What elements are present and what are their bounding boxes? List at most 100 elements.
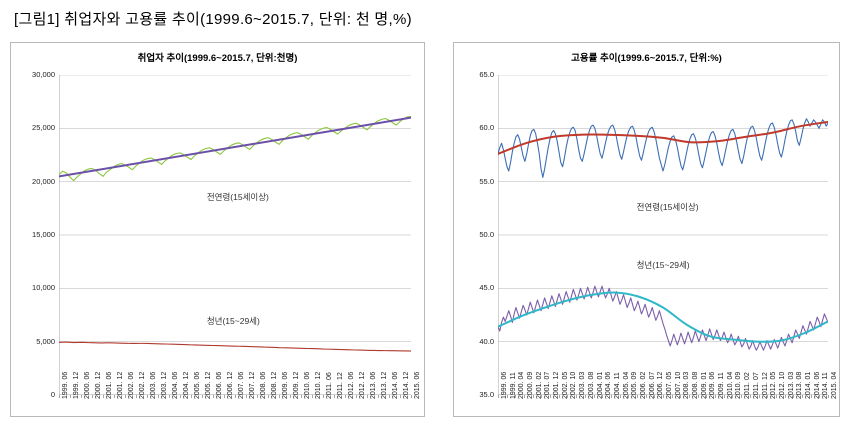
x-axis-tick-mark — [334, 395, 335, 398]
x-axis-tick-mark — [706, 395, 708, 398]
y-axis-tick-label: 55.0 — [479, 176, 494, 186]
x-axis-tick-mark — [279, 395, 280, 398]
x-axis-tick-mark — [400, 395, 401, 398]
series-annotation-label: 전연령(15세이상) — [206, 191, 269, 202]
x-axis-tick-mark — [158, 395, 159, 398]
x-axis-tick-mark — [92, 395, 93, 398]
x-axis-tick-label: 2003. 06 — [150, 371, 157, 399]
y-axis-tick-label: 0 — [50, 390, 55, 399]
x-axis-tick-mark — [810, 395, 812, 398]
x-axis-tick-label: 1999. 06 — [62, 371, 69, 399]
x-axis-tick-mark — [114, 395, 115, 398]
x-axis-tick-mark — [312, 395, 313, 398]
x-axis-tick-mark — [136, 395, 137, 398]
x-axis-tick-mark — [723, 395, 725, 398]
x-axis-tick-label: 2013. 06 — [370, 371, 377, 399]
employment-rate-chart-title: 고용률 추이(1999.6~2015.7, 단위:%) — [571, 53, 722, 64]
x-axis-tick-label: 1999. 12 — [73, 371, 80, 399]
x-axis-tick-mark — [515, 395, 517, 398]
y-axis-tick-label: 40.0 — [479, 336, 494, 346]
x-axis-tick-mark — [741, 395, 743, 398]
x-axis-tick-mark — [593, 395, 595, 398]
x-axis-tick-mark — [411, 395, 412, 398]
employed-chart-plot — [59, 75, 411, 395]
x-axis-tick-mark — [147, 395, 148, 398]
x-axis-tick-label: 2008. 06 — [260, 371, 267, 399]
x-axis-tick-mark — [550, 395, 552, 398]
x-axis-tick-mark — [775, 395, 777, 398]
x-axis-tick-mark — [619, 395, 621, 398]
employed-chart-panel: 취업자 추이(1999.6~2015.7, 단위:천명) 30,000 25,00… — [10, 42, 425, 417]
x-axis-tick-label: 2004. 06 — [172, 371, 179, 399]
x-axis-tick-label: 2003. 12 — [161, 371, 168, 399]
employed-chart-canvas — [59, 75, 411, 395]
x-axis-tick-mark — [268, 395, 269, 398]
y-axis-tick-label: 30,000 — [32, 70, 55, 79]
x-axis-tick-mark — [697, 395, 699, 398]
x-axis-tick-mark — [224, 395, 225, 398]
series-annotation-label: 청년(15~29세) — [636, 259, 690, 270]
x-axis-tick-mark — [389, 395, 390, 398]
x-axis-tick-mark — [246, 395, 247, 398]
employment-rate-chart-panel: 고용률 추이(1999.6~2015.7, 단위:%) 65.0 60.0 55.0… — [453, 42, 840, 417]
x-axis-tick-mark — [602, 395, 604, 398]
x-axis-tick-mark — [202, 395, 203, 398]
x-axis-tick-mark — [213, 395, 214, 398]
x-axis-tick-mark — [715, 395, 717, 398]
y-axis-tick-label: 20,000 — [32, 176, 55, 186]
x-axis-tick-label: 2012. 06 — [348, 371, 355, 399]
x-axis-tick-mark — [576, 395, 578, 398]
x-axis-tick-mark — [367, 395, 368, 398]
x-axis-tick-label: 2004. 12 — [183, 371, 190, 399]
series-line — [59, 116, 411, 182]
x-axis-tick-mark — [524, 395, 526, 398]
figure-title: [그림1] 취업자와 고용률 추이(1999.6~2015.7, 단위: 천 명… — [14, 11, 412, 28]
x-axis-tick-mark — [356, 395, 357, 398]
x-axis-tick-mark — [663, 395, 664, 398]
x-axis-tick-mark — [584, 395, 586, 398]
employment-rate-chart-canvas — [498, 75, 828, 395]
x-axis-tick-label: 2005. 12 — [205, 371, 212, 399]
x-axis-tick-label: 2000. 12 — [95, 371, 102, 399]
x-axis-tick-mark — [235, 395, 236, 398]
x-axis-tick-mark — [680, 395, 682, 398]
y-axis-tick-label: 15,000 — [32, 230, 55, 239]
x-axis-tick-mark — [628, 395, 630, 398]
x-axis-tick-label: 2010. 12 — [315, 371, 322, 399]
x-axis-tick-label: 2001. 06 — [106, 371, 113, 399]
y-axis-tick-label: 5,000 — [36, 336, 55, 346]
x-axis-tick-label: 2011. 12 — [337, 372, 344, 399]
series-annotation-label: 청년(15~29세) — [206, 316, 260, 327]
y-axis-tick-label: 60.0 — [479, 123, 494, 133]
x-axis-tick-mark — [654, 395, 656, 398]
series-annotation-label: 전연령(15세이상) — [636, 202, 699, 213]
x-axis-tick-label: 2009. 06 — [282, 371, 289, 399]
x-axis-tick-label: 2007. 12 — [249, 371, 256, 399]
x-axis-tick-mark — [180, 395, 181, 398]
x-axis-tick-mark — [636, 395, 638, 398]
x-axis-tick-label: 2015. 06 — [414, 371, 421, 399]
x-axis-tick-mark — [169, 395, 170, 398]
x-axis-tick-mark — [125, 395, 126, 398]
x-axis-tick-label: 2012. 12 — [359, 371, 366, 399]
x-axis-tick-mark — [732, 395, 734, 398]
x-axis-tick-mark — [567, 395, 569, 398]
y-axis-tick-label: 65.0 — [479, 70, 494, 79]
x-axis-tick-label: 2008. 12 — [271, 371, 278, 399]
x-axis-tick-mark — [70, 395, 71, 398]
x-axis-tick-mark — [290, 395, 291, 398]
employment-rate-chart-plot — [498, 75, 828, 395]
y-axis-tick-label: 25,000 — [32, 123, 55, 133]
x-axis-tick-mark — [541, 395, 543, 398]
series-line — [498, 120, 828, 155]
x-axis-tick-label: 2014. 12 — [403, 371, 410, 399]
x-axis-tick-label: 2009. 12 — [293, 371, 300, 399]
series-line — [59, 341, 411, 352]
y-axis-tick-label: 50.0 — [479, 230, 494, 239]
x-axis-tick-mark — [301, 395, 302, 398]
x-axis-tick-mark — [749, 395, 751, 398]
x-axis-tick-label: 2002. 12 — [139, 371, 146, 399]
x-axis-tick-label: 2000. 06 — [84, 371, 91, 399]
x-axis-tick-mark — [828, 395, 829, 398]
x-axis-tick-mark — [671, 395, 673, 398]
